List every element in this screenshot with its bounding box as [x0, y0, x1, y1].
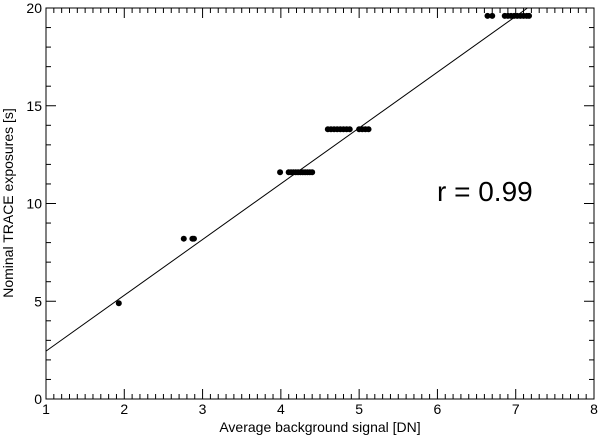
x-tick-label: 8 — [590, 401, 598, 417]
x-tick-label: 7 — [512, 401, 520, 417]
y-tick-label: 5 — [34, 293, 42, 309]
data-point — [489, 12, 496, 19]
x-axis-label: Average background signal [DN] — [219, 419, 420, 435]
minor-ticks — [46, 8, 594, 399]
plot-frame — [45, 7, 595, 400]
data-point — [526, 12, 533, 19]
x-tick-label: 3 — [199, 401, 207, 417]
x-tick-label: 5 — [355, 401, 363, 417]
x-tick-label: 1 — [42, 401, 50, 417]
x-tick-label: 4 — [277, 401, 285, 417]
y-tick-label: 10 — [26, 196, 42, 212]
y-tick-label: 20 — [26, 0, 42, 16]
x-tick-labels: 1 2 3 4 5 6 7 8 — [42, 401, 598, 417]
x-tick-label: 6 — [434, 401, 442, 417]
data-point — [180, 235, 187, 242]
data-point — [365, 126, 372, 133]
x-tick-label: 2 — [120, 401, 128, 417]
data-point — [277, 169, 284, 176]
data-point — [115, 300, 122, 307]
y-tick-label: 0 — [34, 391, 42, 407]
correlation-annotation: r = 0.99 — [437, 176, 533, 207]
data-point — [309, 169, 316, 176]
data-point — [190, 235, 197, 242]
y-tick-labels: 0 5 10 15 20 — [26, 0, 42, 407]
y-tick-label: 15 — [26, 98, 42, 114]
data-point — [484, 12, 491, 19]
fit-line — [45, 7, 528, 352]
data-points — [115, 12, 533, 307]
y-axis-label: Nominal TRACE exposures [s] — [0, 108, 16, 298]
data-point — [346, 126, 353, 133]
